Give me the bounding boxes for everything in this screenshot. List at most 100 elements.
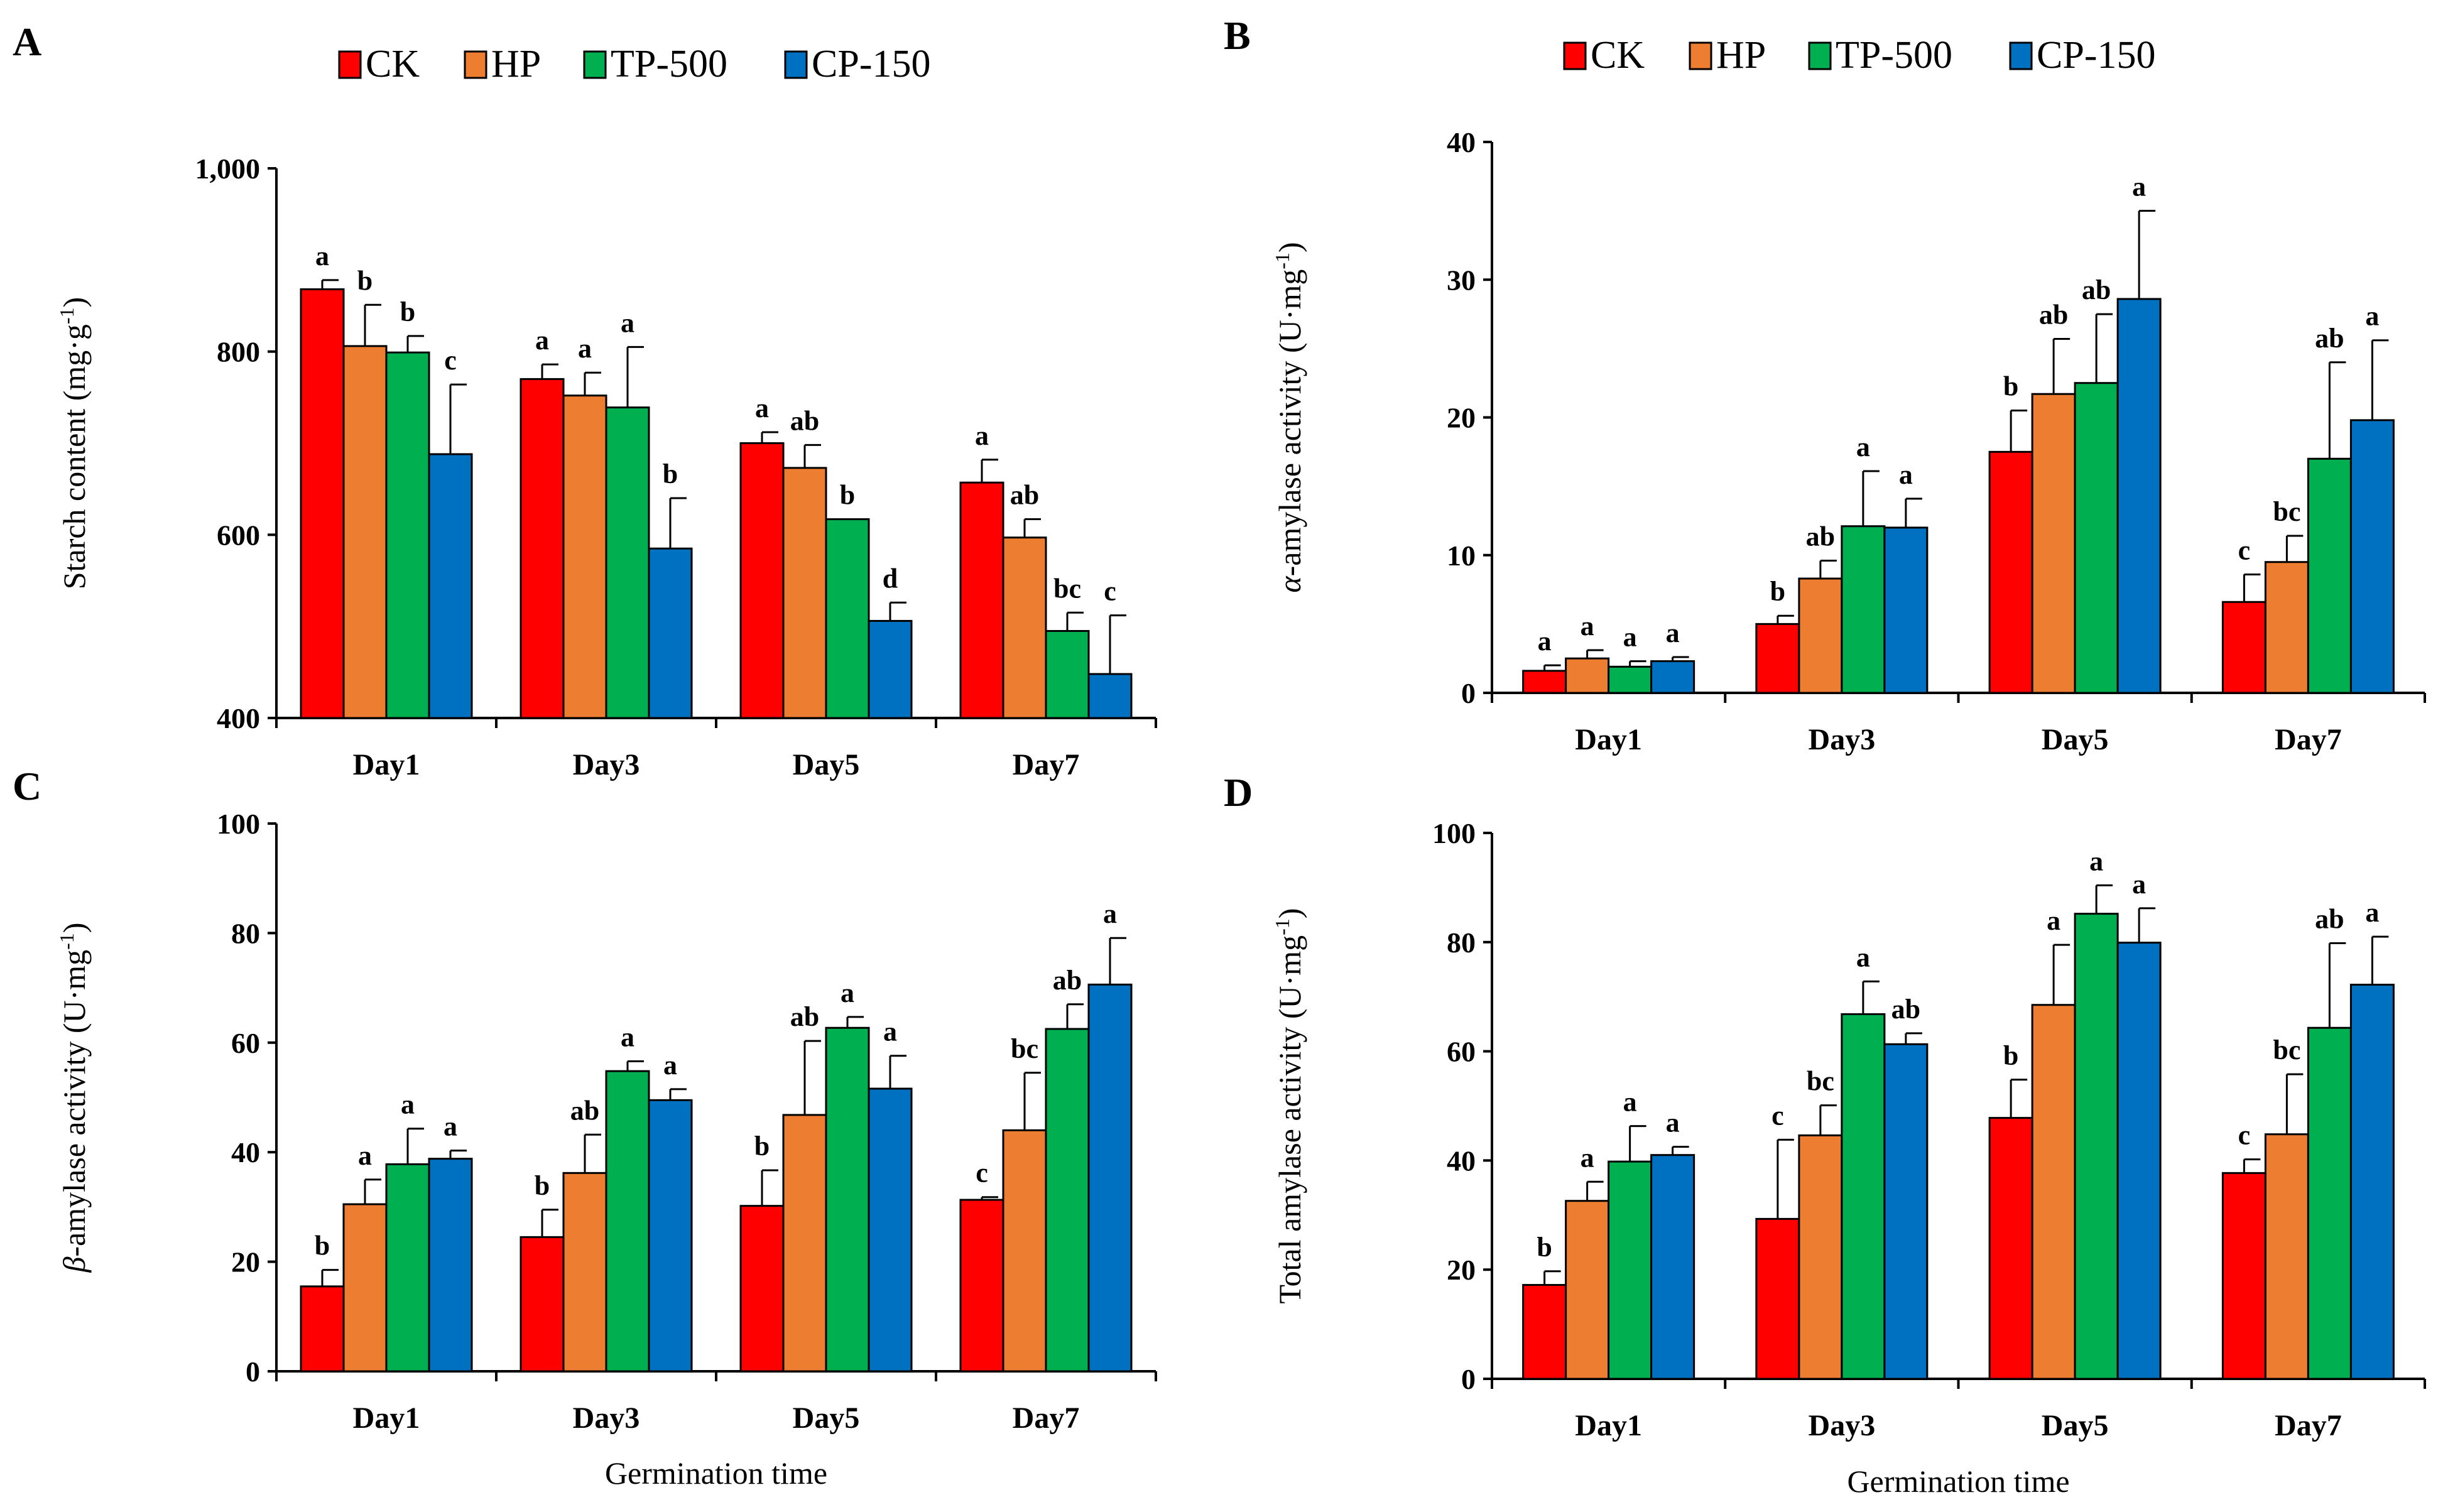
legend-swatch-ck	[338, 50, 362, 79]
bar-ck-day7	[2221, 601, 2267, 694]
bar-hp-day3	[562, 394, 607, 719]
bar-cp-150-day7	[1087, 673, 1133, 719]
legend-swatch-hp	[464, 50, 487, 79]
panel-letter: C	[13, 764, 41, 808]
bar-hp-day5	[2031, 393, 2076, 694]
significance-label: b	[663, 459, 678, 489]
bar-ck-day3	[1755, 1217, 1800, 1380]
bar-hp-day3	[1798, 577, 1843, 694]
significance-label: a	[358, 1140, 372, 1171]
bar-hp-day3	[1798, 1134, 1843, 1380]
panel-letter: A	[13, 19, 41, 64]
y-tick-label: 1,000	[195, 153, 261, 185]
panel-letter: D	[1224, 770, 1253, 815]
significance-label: a	[401, 1089, 415, 1120]
significance-label: a	[1581, 1142, 1594, 1173]
significance-label: ab	[2082, 275, 2111, 305]
legend-label: TP-500	[1836, 34, 1952, 77]
bar-tp-500-day7	[1045, 629, 1090, 719]
x-tick-label: Day3	[573, 1401, 640, 1435]
legend-label: CP-150	[2037, 34, 2155, 77]
significance-label: a	[2089, 846, 2103, 876]
significance-label: a	[1899, 459, 1913, 490]
significance-label: a	[1856, 432, 1870, 462]
chart-panel-b: B CK HP TP-500 CP-150 0 10 20 30 40 Day1 Day3 Day5 Da…	[1224, 13, 2426, 756]
significance-label: ab	[570, 1095, 599, 1126]
bar-ck-day7	[959, 1199, 1004, 1373]
significance-label: a	[621, 1021, 634, 1052]
significance-label: a	[2047, 905, 2060, 936]
bar-cp-150-day7	[1087, 983, 1133, 1373]
bar-tp-500-day3	[605, 1070, 650, 1373]
significance-label: a	[621, 307, 634, 338]
significance-label: ab	[2315, 904, 2344, 935]
bar-hp-day1	[1565, 657, 1610, 694]
significance-label: a	[2132, 869, 2146, 900]
bar-tp-500-day5	[825, 1026, 870, 1373]
significance-label: a	[975, 420, 989, 451]
significance-label: a	[1623, 1087, 1637, 1118]
y-tick-label: 20	[231, 1246, 260, 1278]
significance-label: a	[1666, 617, 1680, 648]
y-tick-label: 60	[1447, 1036, 1476, 1068]
bar-cp-150-day7	[2349, 984, 2395, 1380]
bar-tp-500-day1	[385, 351, 430, 719]
bar-ck-day3	[520, 378, 565, 719]
bar-hp-day7	[2264, 1133, 2309, 1380]
bar-hp-day1	[342, 345, 388, 719]
bar-ck-day3	[1755, 623, 1800, 694]
significance-label: a	[1538, 626, 1552, 656]
bar-hp-day3	[562, 1172, 607, 1373]
bar-ck-day1	[1522, 670, 1567, 694]
bar-tp-500-day7	[1045, 1028, 1090, 1373]
significance-label: b	[1537, 1232, 1552, 1263]
bar-hp-day7	[1002, 1129, 1047, 1373]
y-axis-title: α-amylase activity (U·mg-1)	[1271, 242, 1307, 592]
significance-label: b	[357, 265, 373, 296]
bar-ck-day5	[739, 1205, 785, 1373]
significance-label: c	[976, 1158, 988, 1188]
legend-label: HP	[491, 43, 541, 85]
bar-ck-day5	[1988, 1117, 2033, 1380]
significance-label: ab	[1806, 521, 1835, 552]
bar-tp-500-day7	[2307, 457, 2352, 694]
legend-label: CK	[366, 43, 420, 85]
significance-label: ab	[790, 405, 819, 436]
significance-label: a	[2365, 301, 2379, 332]
bar-hp-day5	[782, 1114, 827, 1373]
bar-cp-150-day1	[1650, 660, 1695, 694]
y-tick-label: 400	[217, 702, 260, 734]
chart-legend: CK HP TP-500 CP-150	[338, 43, 930, 85]
significance-label: ab	[790, 1001, 819, 1032]
panel-letter: B	[1224, 13, 1251, 58]
bar-ck-day5	[739, 442, 785, 719]
significance-label: a	[1623, 622, 1637, 653]
bar-ck-day3	[520, 1236, 565, 1373]
legend-swatch-ck	[1563, 41, 1587, 70]
significance-label: a	[315, 241, 329, 271]
significance-label: c	[2238, 535, 2251, 565]
bar-hp-day7	[2264, 561, 2309, 694]
significance-label: c	[444, 345, 457, 376]
y-tick-label: 20	[1447, 1254, 1476, 1286]
y-tick-label: 0	[1461, 677, 1476, 709]
significance-label: ab	[1010, 480, 1039, 511]
significance-label: d	[883, 563, 898, 594]
x-tick-label: Day5	[793, 1401, 860, 1435]
bar-tp-500-day5	[2074, 913, 2119, 1380]
bar-ck-day7	[2221, 1172, 2267, 1380]
x-tick-label: Day1	[353, 1401, 420, 1435]
bar-ck-day1	[300, 288, 345, 719]
bar-hp-day7	[1002, 536, 1047, 719]
y-tick-label: 100	[1432, 817, 1476, 849]
x-tick-label: Day5	[2042, 1409, 2109, 1442]
legend-label: TP-500	[611, 43, 727, 85]
significance-label: a	[2365, 897, 2379, 928]
x-axis-title: Germination time	[1847, 1464, 2069, 1499]
bar-hp-day5	[2031, 1004, 2076, 1380]
bar-ck-day7	[959, 481, 1004, 719]
bar-cp-150-day5	[868, 1087, 913, 1373]
